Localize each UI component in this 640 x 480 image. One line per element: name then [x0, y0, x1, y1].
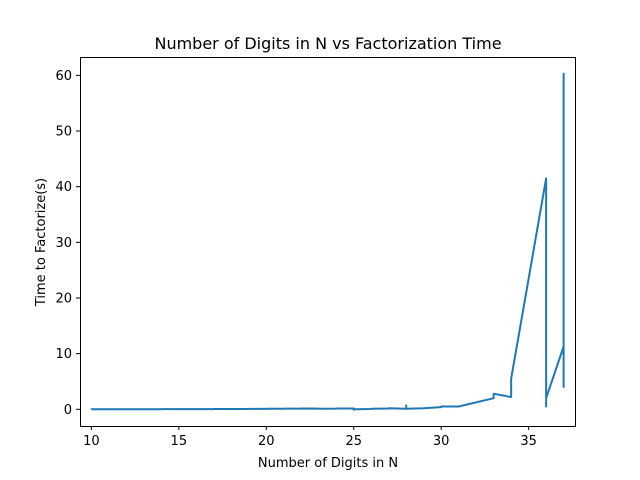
x-tick-label: 20: [258, 434, 275, 449]
y-tick-label: 50: [55, 125, 72, 140]
x-tick-label: 35: [520, 434, 537, 449]
x-tick-label: 15: [171, 434, 188, 449]
y-tick-label: 10: [55, 347, 72, 362]
x-axis-label: Number of Digits in N: [258, 456, 398, 471]
x-tick-label: 30: [433, 434, 450, 449]
plot-area: 10 15 20 25 30 35 0 10 20 30 40 50 60: [55, 57, 576, 449]
x-tick-label: 25: [345, 434, 362, 449]
x-tick-label: 10: [83, 434, 100, 449]
series-line: [90, 72, 565, 411]
y-tick-label: 20: [55, 291, 72, 306]
y-tick-label: 60: [55, 69, 72, 84]
y-axis-ticks: 0 10 20 30 40 50 60: [55, 69, 80, 418]
y-tick-label: 40: [55, 180, 72, 195]
y-tick-label: 0: [64, 403, 72, 418]
chart-title: Number of Digits in N vs Factorization T…: [154, 34, 501, 53]
y-tick-label: 30: [55, 236, 72, 251]
x-axis-ticks: 10 15 20 25 30 35: [83, 426, 537, 449]
y-axis-label: Time to Factorize(s): [34, 178, 49, 307]
plot-frame: [80, 57, 576, 427]
